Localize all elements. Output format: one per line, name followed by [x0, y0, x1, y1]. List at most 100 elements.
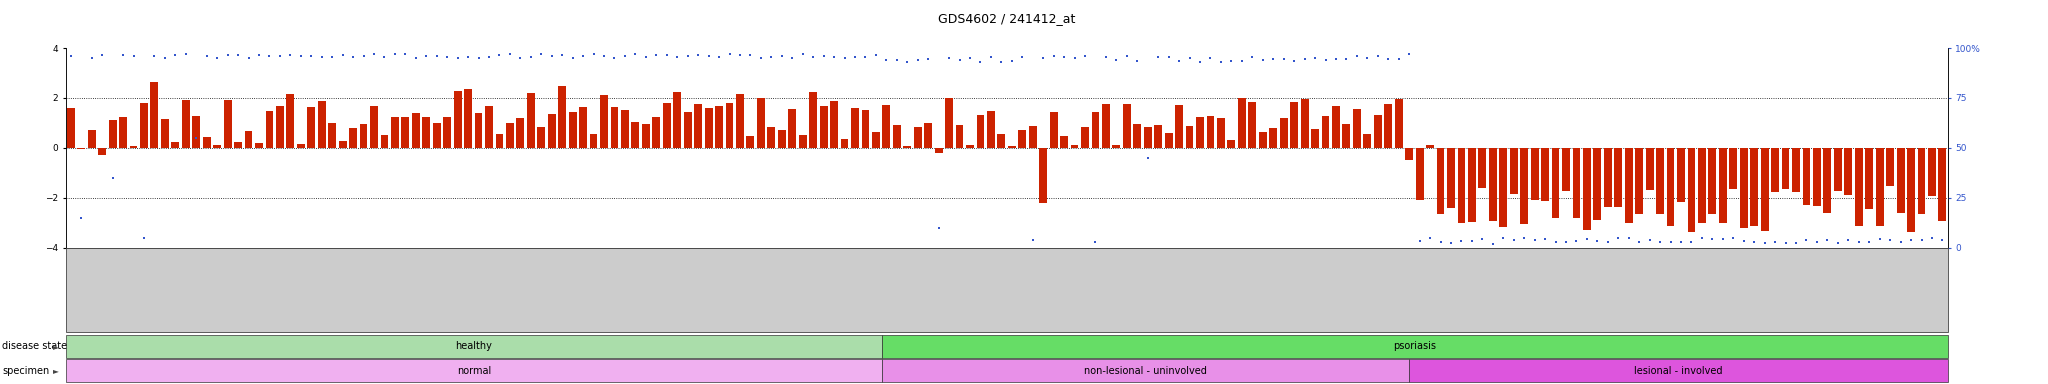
- Point: [1790, 237, 1823, 243]
- Bar: [1458, 148, 1466, 223]
- Bar: [526, 93, 535, 148]
- Bar: [1845, 148, 1851, 195]
- Bar: [1343, 124, 1350, 148]
- Point: [557, 55, 590, 61]
- Point: [86, 52, 119, 58]
- Point: [975, 54, 1008, 60]
- Point: [295, 53, 328, 59]
- Bar: [360, 124, 367, 148]
- Point: [1319, 56, 1352, 63]
- Bar: [276, 106, 285, 148]
- Bar: [1280, 118, 1288, 148]
- Bar: [1833, 148, 1841, 191]
- Point: [1622, 238, 1655, 245]
- Point: [389, 51, 422, 57]
- Bar: [317, 101, 326, 148]
- Point: [440, 55, 473, 61]
- Point: [160, 52, 193, 58]
- Bar: [1604, 148, 1612, 207]
- Point: [190, 53, 223, 59]
- Bar: [1071, 145, 1079, 148]
- Point: [588, 53, 621, 60]
- Point: [1665, 238, 1698, 245]
- Point: [315, 54, 348, 60]
- Bar: [1311, 129, 1319, 148]
- Point: [1874, 237, 1907, 243]
- Bar: [213, 145, 221, 148]
- Point: [410, 53, 442, 59]
- Bar: [590, 134, 598, 148]
- Point: [1675, 238, 1708, 245]
- Point: [891, 59, 924, 65]
- Bar: [172, 142, 180, 148]
- Point: [76, 55, 109, 61]
- Bar: [967, 145, 975, 148]
- Point: [817, 54, 850, 60]
- Bar: [266, 111, 272, 148]
- Bar: [391, 116, 399, 148]
- Bar: [872, 132, 881, 148]
- Point: [1079, 238, 1112, 245]
- Point: [1456, 238, 1489, 245]
- Text: normal: normal: [457, 366, 492, 376]
- Point: [483, 52, 516, 58]
- Point: [1120, 58, 1153, 64]
- Bar: [1018, 130, 1026, 148]
- Bar: [924, 124, 932, 148]
- Point: [1090, 54, 1122, 60]
- Bar: [1028, 126, 1036, 148]
- Point: [1268, 56, 1300, 62]
- Bar: [1038, 148, 1047, 203]
- Bar: [1792, 148, 1800, 192]
- Point: [1309, 57, 1341, 63]
- Bar: [631, 121, 639, 148]
- Bar: [1321, 116, 1329, 148]
- Bar: [1008, 146, 1016, 148]
- Point: [766, 53, 799, 59]
- Bar: [1708, 148, 1716, 214]
- Bar: [829, 101, 838, 148]
- Point: [1925, 237, 1958, 243]
- Point: [535, 53, 567, 59]
- Point: [881, 57, 913, 63]
- Bar: [1583, 148, 1591, 230]
- Point: [1686, 235, 1718, 242]
- Bar: [328, 122, 336, 148]
- Bar: [610, 107, 618, 148]
- Point: [1016, 237, 1049, 243]
- Bar: [1876, 148, 1884, 226]
- Point: [807, 53, 840, 60]
- Bar: [1647, 148, 1653, 190]
- Point: [1477, 240, 1509, 247]
- Bar: [287, 94, 295, 148]
- Point: [463, 55, 496, 61]
- Bar: [485, 106, 494, 148]
- Bar: [1468, 148, 1477, 222]
- Bar: [119, 117, 127, 148]
- Point: [1434, 240, 1466, 247]
- Point: [1393, 51, 1425, 57]
- Point: [1497, 237, 1530, 243]
- Bar: [956, 125, 963, 148]
- Point: [723, 52, 756, 58]
- Bar: [819, 106, 827, 148]
- Point: [932, 55, 965, 61]
- Bar: [705, 108, 713, 148]
- Bar: [799, 135, 807, 148]
- Point: [1884, 238, 1917, 245]
- Point: [797, 54, 829, 60]
- Bar: [1122, 104, 1130, 148]
- Point: [170, 51, 203, 57]
- Point: [1759, 239, 1792, 245]
- Point: [1706, 237, 1739, 243]
- Bar: [559, 86, 565, 148]
- Point: [1696, 236, 1729, 242]
- Point: [1831, 237, 1864, 243]
- Bar: [455, 91, 461, 148]
- Point: [618, 51, 651, 57]
- Point: [1632, 237, 1665, 243]
- Point: [1257, 56, 1290, 62]
- Point: [1163, 58, 1196, 64]
- Bar: [600, 95, 608, 148]
- Bar: [537, 127, 545, 148]
